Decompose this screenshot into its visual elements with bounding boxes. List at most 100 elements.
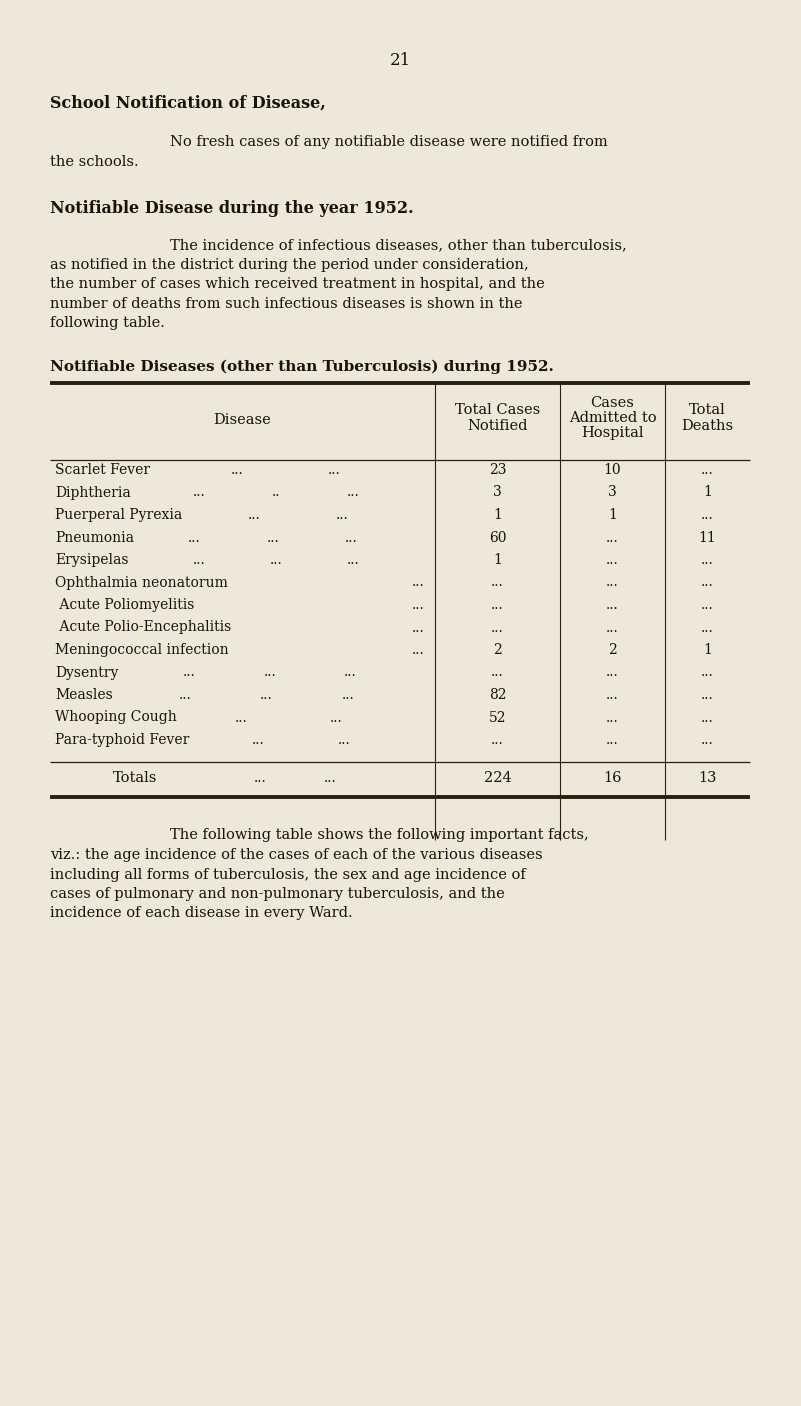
Text: ...: ... bbox=[606, 710, 619, 724]
Text: ...: ... bbox=[235, 710, 248, 724]
Text: Erysipelas: Erysipelas bbox=[55, 553, 128, 567]
Text: No fresh cases of any notifiable disease were notified from: No fresh cases of any notifiable disease… bbox=[170, 135, 608, 149]
Text: ...: ... bbox=[260, 688, 273, 702]
Text: ...: ... bbox=[267, 530, 280, 544]
Text: ...: ... bbox=[701, 620, 714, 634]
Text: Total Cases: Total Cases bbox=[455, 404, 540, 418]
Text: ...: ... bbox=[701, 575, 714, 589]
Text: Acute Polio-Encephalitis: Acute Polio-Encephalitis bbox=[55, 620, 231, 634]
Text: as notified in the district during the period under consideration,: as notified in the district during the p… bbox=[50, 257, 529, 271]
Text: number of deaths from such infectious diseases is shown in the: number of deaths from such infectious di… bbox=[50, 297, 522, 311]
Text: Cases: Cases bbox=[590, 396, 634, 411]
Text: ...: ... bbox=[491, 665, 504, 679]
Text: ...: ... bbox=[254, 770, 267, 785]
Text: ...: ... bbox=[491, 733, 504, 747]
Text: ...: ... bbox=[188, 530, 200, 544]
Text: ...: ... bbox=[606, 530, 619, 544]
Text: Pneumonia: Pneumonia bbox=[55, 530, 134, 544]
Text: Dysentry: Dysentry bbox=[55, 665, 119, 679]
Text: 3: 3 bbox=[608, 485, 617, 499]
Text: viz.: the age incidence of the cases of each of the various diseases: viz.: the age incidence of the cases of … bbox=[50, 848, 542, 862]
Text: 23: 23 bbox=[489, 463, 506, 477]
Text: The incidence of infectious diseases, other than tuberculosis,: The incidence of infectious diseases, ot… bbox=[170, 238, 626, 252]
Text: Totals: Totals bbox=[113, 770, 157, 785]
Text: ...: ... bbox=[345, 530, 358, 544]
Text: 82: 82 bbox=[489, 688, 506, 702]
Text: ...: ... bbox=[324, 770, 336, 785]
Text: ...: ... bbox=[328, 463, 340, 477]
Text: ...: ... bbox=[701, 598, 714, 612]
Text: ...: ... bbox=[491, 598, 504, 612]
Text: ...: ... bbox=[606, 598, 619, 612]
Text: Measles: Measles bbox=[55, 688, 113, 702]
Text: Whooping Cough: Whooping Cough bbox=[55, 710, 177, 724]
Text: including all forms of tuberculosis, the sex and age incidence of: including all forms of tuberculosis, the… bbox=[50, 868, 525, 882]
Text: ...: ... bbox=[270, 553, 283, 567]
Text: ...: ... bbox=[329, 710, 342, 724]
Text: 2: 2 bbox=[608, 643, 617, 657]
Text: ...: ... bbox=[701, 710, 714, 724]
Text: Admitted to: Admitted to bbox=[569, 411, 656, 425]
Text: Hospital: Hospital bbox=[582, 426, 644, 440]
Text: ...: ... bbox=[192, 485, 205, 499]
Text: ...: ... bbox=[606, 688, 619, 702]
Text: Scarlet Fever: Scarlet Fever bbox=[55, 463, 150, 477]
Text: 1: 1 bbox=[493, 508, 502, 522]
Text: ...: ... bbox=[342, 688, 355, 702]
Text: 21: 21 bbox=[389, 52, 411, 69]
Text: ...: ... bbox=[491, 620, 504, 634]
Text: ...: ... bbox=[701, 508, 714, 522]
Text: ...: ... bbox=[344, 665, 356, 679]
Text: ...: ... bbox=[701, 665, 714, 679]
Text: Notifiable Disease during the year 1952.: Notifiable Disease during the year 1952. bbox=[50, 200, 413, 217]
Text: Deaths: Deaths bbox=[682, 419, 734, 433]
Text: ...: ... bbox=[412, 598, 425, 612]
Text: 1: 1 bbox=[703, 643, 712, 657]
Text: Para-typhoid Fever: Para-typhoid Fever bbox=[55, 733, 189, 747]
Text: Diphtheria: Diphtheria bbox=[55, 485, 131, 499]
Text: The following table shows the following important facts,: The following table shows the following … bbox=[170, 828, 589, 842]
Text: Acute Poliomyelitis: Acute Poliomyelitis bbox=[55, 598, 195, 612]
Text: Disease: Disease bbox=[214, 413, 272, 427]
Text: ...: ... bbox=[701, 688, 714, 702]
Text: following table.: following table. bbox=[50, 316, 165, 330]
Text: ...: ... bbox=[412, 575, 425, 589]
Text: ...: ... bbox=[264, 665, 276, 679]
Text: 60: 60 bbox=[489, 530, 506, 544]
Text: Notifiable Diseases (other than Tuberculosis) during 1952.: Notifiable Diseases (other than Tubercul… bbox=[50, 360, 553, 374]
Text: 1: 1 bbox=[608, 508, 617, 522]
Text: 1: 1 bbox=[493, 553, 502, 567]
Text: ...: ... bbox=[491, 575, 504, 589]
Text: 2: 2 bbox=[493, 643, 502, 657]
Text: ...: ... bbox=[701, 553, 714, 567]
Text: ...: ... bbox=[347, 485, 360, 499]
Text: 16: 16 bbox=[603, 770, 622, 785]
Text: ...: ... bbox=[606, 553, 619, 567]
Text: 11: 11 bbox=[698, 530, 716, 544]
Text: ...: ... bbox=[701, 463, 714, 477]
Text: ...: ... bbox=[606, 665, 619, 679]
Text: ...: ... bbox=[248, 508, 260, 522]
Text: ...: ... bbox=[252, 733, 264, 747]
Text: 3: 3 bbox=[493, 485, 502, 499]
Text: ...: ... bbox=[606, 620, 619, 634]
Text: the number of cases which received treatment in hospital, and the: the number of cases which received treat… bbox=[50, 277, 545, 291]
Text: ...: ... bbox=[412, 620, 425, 634]
Text: ...: ... bbox=[183, 665, 196, 679]
Text: 52: 52 bbox=[489, 710, 506, 724]
Text: ...: ... bbox=[701, 733, 714, 747]
Text: 10: 10 bbox=[604, 463, 622, 477]
Text: Total: Total bbox=[689, 404, 726, 418]
Text: 224: 224 bbox=[484, 770, 511, 785]
Text: Meningococcal infection: Meningococcal infection bbox=[55, 643, 228, 657]
Text: Ophthalmia neonatorum: Ophthalmia neonatorum bbox=[55, 575, 227, 589]
Text: ...: ... bbox=[347, 553, 360, 567]
Text: ...: ... bbox=[231, 463, 244, 477]
Text: ...: ... bbox=[336, 508, 348, 522]
Text: 13: 13 bbox=[698, 770, 717, 785]
Text: ...: ... bbox=[606, 575, 619, 589]
Text: ...: ... bbox=[606, 733, 619, 747]
Text: Notified: Notified bbox=[467, 419, 528, 433]
Text: ...: ... bbox=[338, 733, 351, 747]
Text: Puerperal Pyrexia: Puerperal Pyrexia bbox=[55, 508, 183, 522]
